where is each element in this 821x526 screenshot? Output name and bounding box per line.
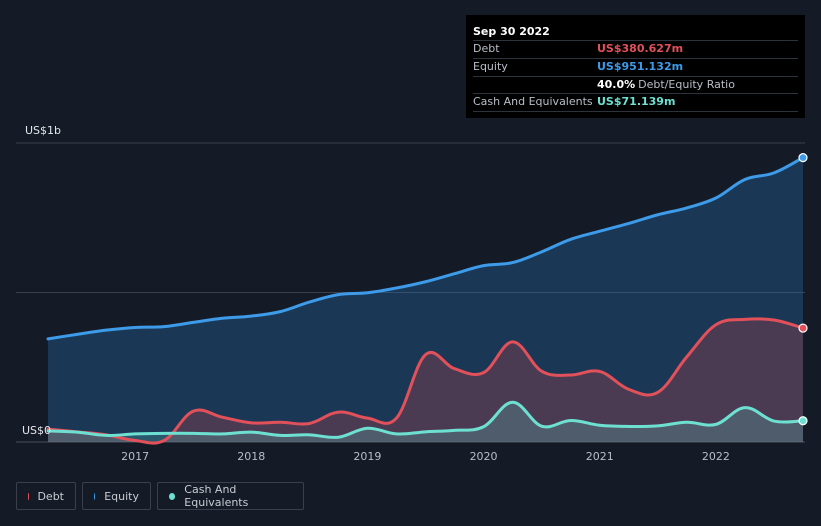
y-tick-label-bottom: US$0 — [22, 424, 52, 437]
x-tick-label: 2017 — [121, 450, 150, 463]
tooltip-value: US$380.627m — [597, 42, 684, 55]
equity-line — [46, 156, 805, 341]
legend-item-cash[interactable]: Cash And Equivalents — [157, 482, 304, 510]
cash-and-equivalents-line — [46, 400, 805, 439]
cash-and-equivalents-area — [48, 402, 803, 442]
x-tick-label: 2018 — [237, 450, 266, 463]
legend-label: Debt — [37, 489, 64, 503]
tooltip-sub-label: Debt/Equity Ratio — [638, 77, 735, 91]
legend-item-equity[interactable]: Equity — [82, 482, 151, 510]
tooltip-row-cash: Cash And Equivalents US$71.139m — [473, 93, 798, 113]
tooltip-row-debt: Debt US$380.627m — [473, 40, 798, 58]
tooltip-row-ratio: 40.0% Debt/Equity Ratio — [473, 75, 798, 94]
cash-and-equivalents-end-marker — [798, 416, 808, 426]
x-tick-label: 2021 — [585, 450, 614, 463]
x-tick-label: 2020 — [469, 450, 498, 463]
tooltip-label: Equity — [473, 59, 508, 73]
tooltip-value: US$71.139m — [597, 95, 676, 109]
legend-label: Equity — [104, 489, 139, 503]
tooltip-label — [473, 77, 597, 94]
tooltip-row-equity: Equity US$951.132m — [473, 57, 798, 76]
debt-end-marker — [798, 323, 808, 333]
y-tick-label-top: US$1b — [25, 124, 62, 137]
x-tick-label: 2022 — [701, 450, 730, 463]
data-tooltip: Sep 30 2022 Debt US$380.627m Equity US$9… — [466, 15, 805, 118]
legend-dot-icon — [94, 492, 96, 500]
tooltip-value: 40.0% — [597, 77, 636, 91]
x-tick-label: 2019 — [353, 450, 382, 463]
tooltip-date: Sep 30 2022 — [473, 25, 550, 38]
equity-end-marker — [798, 153, 808, 163]
legend-dot-icon — [169, 492, 176, 500]
legend-label: Cash And Equivalents — [184, 483, 249, 509]
legend-item-debt[interactable]: Debt — [16, 482, 76, 510]
tooltip-value: US$951.132m — [597, 59, 684, 73]
tooltip-label: Debt — [473, 42, 500, 55]
debt-area — [48, 318, 803, 444]
tooltip-label: Cash And Equivalents — [473, 95, 593, 109]
